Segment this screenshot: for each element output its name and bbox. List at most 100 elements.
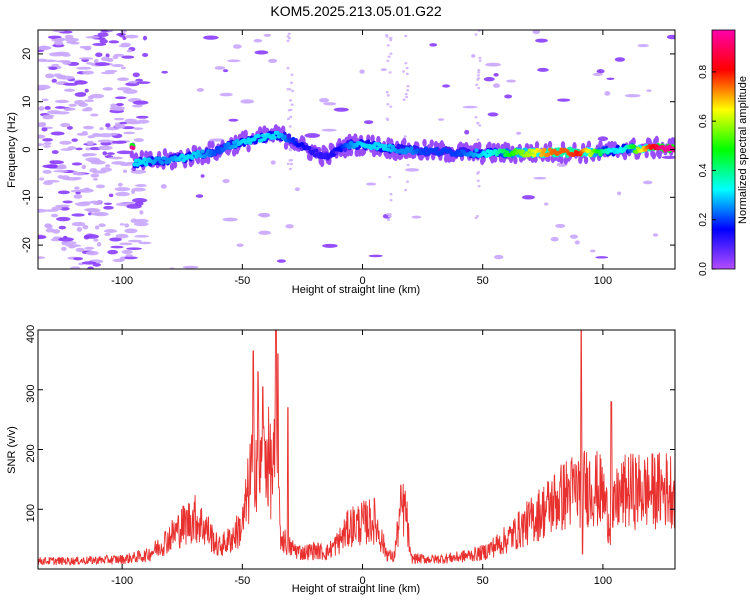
spectrogram-ridge-point — [286, 133, 292, 140]
spectrogram-noise-point — [93, 58, 99, 64]
spectrogram-noise-point — [286, 66, 290, 70]
spectrogram-noise-point — [83, 125, 95, 130]
spectrogram-noise-point — [103, 205, 114, 210]
spectrogram-ridge-point — [429, 139, 434, 148]
spectrogram-noise-point — [475, 83, 479, 87]
spectrogram-noise-point — [45, 228, 55, 233]
spectrogram-noise-point — [126, 49, 133, 53]
spectrogram-x-axis-label: Height of straight line (km) — [292, 284, 420, 296]
spectrogram-noise-point — [121, 66, 126, 70]
spectrogram-noise-point — [322, 243, 338, 248]
spectrogram-noise-point — [41, 127, 48, 132]
spectrogram-noise-point — [476, 138, 480, 141]
spectrogram-noise-point — [119, 223, 125, 226]
spectrogram-noise-point — [134, 235, 149, 238]
spectrogram-noise-point — [136, 115, 149, 119]
spectrogram-noise-point — [90, 173, 100, 178]
spectrogram-noise-point — [51, 150, 59, 155]
spectrogram-noise-point — [93, 133, 102, 138]
spectrogram-noise-point — [363, 120, 374, 125]
spectrogram-noise-point — [624, 94, 641, 98]
spectrogram-noise-point — [462, 105, 478, 109]
spectrogram-noise-point — [81, 164, 87, 170]
spectrogram-noise-point — [477, 71, 481, 74]
spectrogram-noise-point — [557, 98, 571, 102]
spectrogram-noise-point — [90, 113, 99, 117]
spectrogram-noise-point — [71, 213, 85, 217]
spectrogram-noise-point — [289, 162, 293, 166]
spectrogram-noise-point — [92, 43, 107, 46]
spectrogram-noise-point — [57, 175, 64, 179]
spectrogram-noise-point — [493, 72, 499, 77]
spectrogram-noise-point — [108, 40, 120, 44]
spectrogram-noise-point — [200, 174, 205, 178]
spectrogram-noise-point — [93, 211, 109, 217]
spectrogram-noise-point — [289, 115, 293, 119]
spectrogram-ridge-point — [256, 133, 261, 138]
spectrogram-ridge-point — [172, 160, 178, 169]
spectrogram-ridge-point — [234, 138, 240, 143]
spectrogram-noise-point — [286, 88, 290, 91]
spectrogram-ridge-point — [572, 142, 577, 151]
spectrogram-noise-point — [114, 124, 126, 129]
x-tick-label: -100 — [111, 275, 133, 287]
spectrogram-noise-point — [83, 45, 91, 51]
spectrogram-noise-point — [533, 176, 547, 180]
spectrogram-ridge-point — [314, 148, 319, 153]
spectrogram-noise-point — [72, 170, 79, 176]
spectrogram-noise-point — [476, 172, 480, 175]
spectrogram-noise-point — [53, 73, 62, 77]
spectrogram-noise-point — [142, 35, 148, 41]
spectrogram-noise-point — [39, 177, 45, 181]
spectrogram-noise-point — [240, 99, 255, 104]
spectrogram-noise-point — [429, 43, 438, 47]
spectrogram-noise-point — [43, 142, 52, 145]
spectrogram-noise-point — [286, 35, 290, 38]
spectrogram-noise-point — [114, 187, 131, 192]
spectrogram-noise-point — [55, 204, 70, 208]
spectrogram-ridge-point — [547, 140, 553, 149]
spectrogram-noise-point — [100, 141, 112, 146]
snr-x-axis-label: Height of straight line (km) — [292, 583, 420, 595]
spectrogram-noise-point — [404, 34, 408, 38]
spectrogram-noise-point — [78, 102, 88, 107]
spectrogram-noise-point — [661, 155, 675, 159]
spectrogram-noise-point — [93, 238, 99, 242]
spectrogram-noise-point — [595, 256, 609, 259]
spectrogram-noise-point — [161, 70, 169, 74]
spectrogram-noise-point — [291, 89, 295, 93]
spectrogram-noise-point — [109, 132, 118, 136]
spectrogram-ridge-point — [200, 149, 205, 154]
spectrogram-noise-point — [89, 168, 98, 173]
spectrogram-noise-point — [195, 194, 204, 198]
spectrogram-noise-point — [389, 52, 393, 55]
spectrogram-ridge-point — [534, 141, 540, 150]
spectrogram-ridge-point — [402, 137, 407, 146]
spectrogram-ridge-point — [474, 148, 479, 153]
spectrogram-noise-point — [132, 72, 140, 78]
spectrogram-noise-point — [116, 150, 133, 155]
spectrogram-noise-point — [62, 200, 73, 204]
spectrogram-ridge-point — [246, 144, 251, 153]
spectrogram-noise-point — [287, 117, 291, 121]
spectrogram-ridge-point — [644, 150, 649, 159]
spectrogram-noise-point — [555, 223, 566, 229]
spectrogram-noise-point — [63, 82, 79, 86]
spectrogram-noise-point — [406, 27, 409, 29]
spectrogram-noise-point — [131, 189, 136, 195]
spectrogram-noise-point — [67, 146, 77, 150]
spectrogram-noise-point — [574, 240, 580, 245]
spectrogram-noise-point — [71, 138, 78, 142]
spectrogram-noise-point — [289, 108, 293, 112]
spectrogram-ridge-point — [205, 156, 211, 165]
spectrogram-noise-point — [53, 111, 70, 115]
spectrogram-noise-point — [84, 246, 95, 250]
spectrogram-noise-point — [406, 180, 410, 183]
spectrogram-noise-point — [133, 138, 145, 143]
spectrogram-ridge-point — [598, 152, 603, 157]
spectrogram-noise-point — [637, 44, 649, 48]
spectrogram-noise-point — [105, 164, 111, 168]
spectrogram-noise-point — [516, 131, 522, 135]
spectrogram-noise-point — [411, 215, 422, 219]
spectrogram-noise-point — [268, 58, 278, 64]
